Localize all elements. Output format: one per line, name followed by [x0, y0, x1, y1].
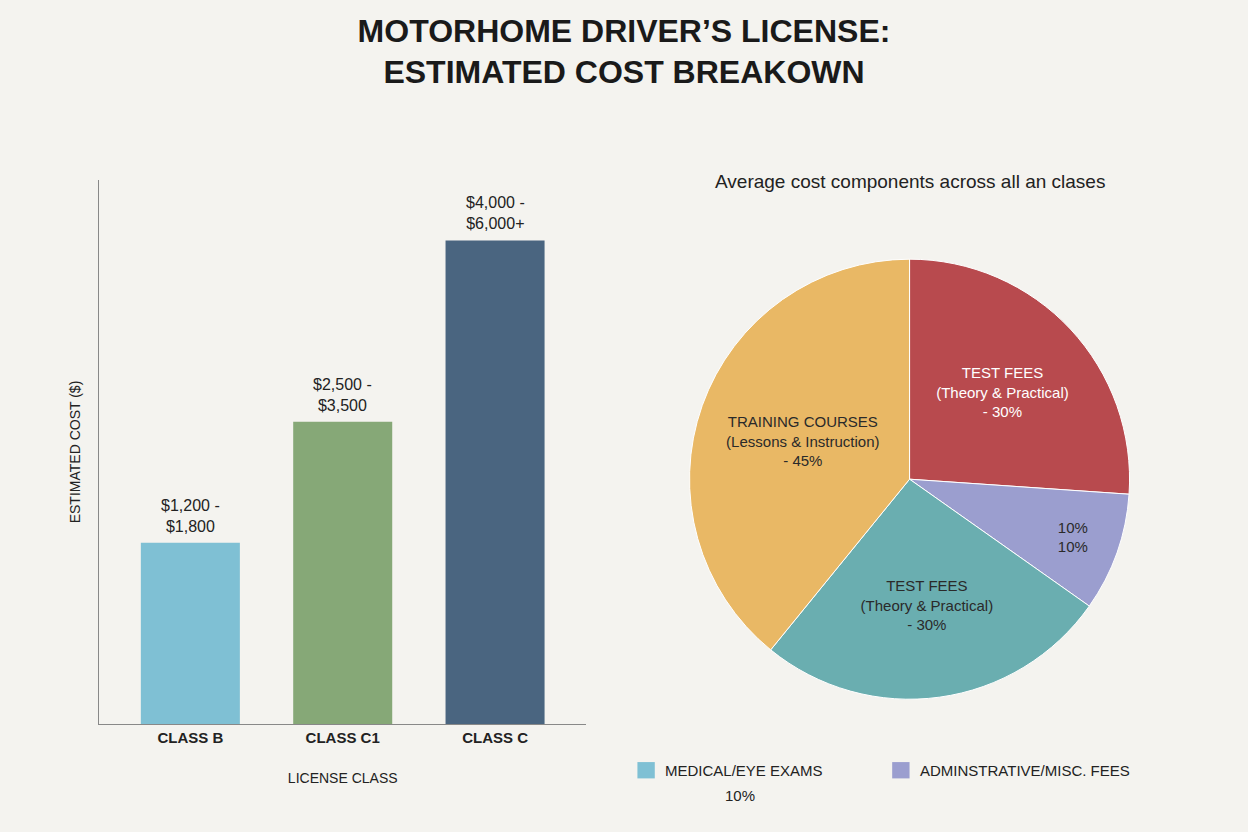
svg-text:10%10%: 10%10%: [1058, 519, 1088, 556]
svg-text:LICENSE CLASS: LICENSE CLASS: [288, 770, 398, 786]
svg-text:$4,000 -$6,000+: $4,000 -$6,000+: [466, 194, 525, 232]
svg-text:ESTIMATED COST ($): ESTIMATED COST ($): [67, 381, 83, 524]
svg-text:TEST FEES(Theory & Practical)-: TEST FEES(Theory & Practical)- 30%: [861, 577, 994, 633]
svg-text:ADMINSTRATIVE/MISC. FEES: ADMINSTRATIVE/MISC. FEES: [920, 762, 1130, 779]
svg-text:CLASS C: CLASS C: [462, 729, 528, 746]
svg-text:Average cost components across: Average cost components across all an cl…: [715, 171, 1105, 192]
svg-text:CLASS B: CLASS B: [157, 729, 223, 746]
svg-text:TRAINING COURSES(Lessons & Ins: TRAINING COURSES(Lessons & Instruction)-…: [726, 413, 879, 469]
svg-text:TEST FEES(Theory & Practical)-: TEST FEES(Theory & Practical)- 30%: [936, 364, 1069, 420]
svg-text:CLASS C1: CLASS C1: [306, 729, 380, 746]
svg-text:$2,500 -$3,500: $2,500 -$3,500: [313, 376, 372, 414]
svg-text:$1,200 -$1,800: $1,200 -$1,800: [161, 497, 220, 535]
svg-text:MOTORHOME DRIVER’S LICENSE:EST: MOTORHOME DRIVER’S LICENSE:ESTIMATED COS…: [358, 13, 891, 91]
svg-text:10%: 10%: [725, 787, 755, 804]
svg-text:MEDICAL/EYE EXAMS: MEDICAL/EYE EXAMS: [665, 762, 823, 779]
